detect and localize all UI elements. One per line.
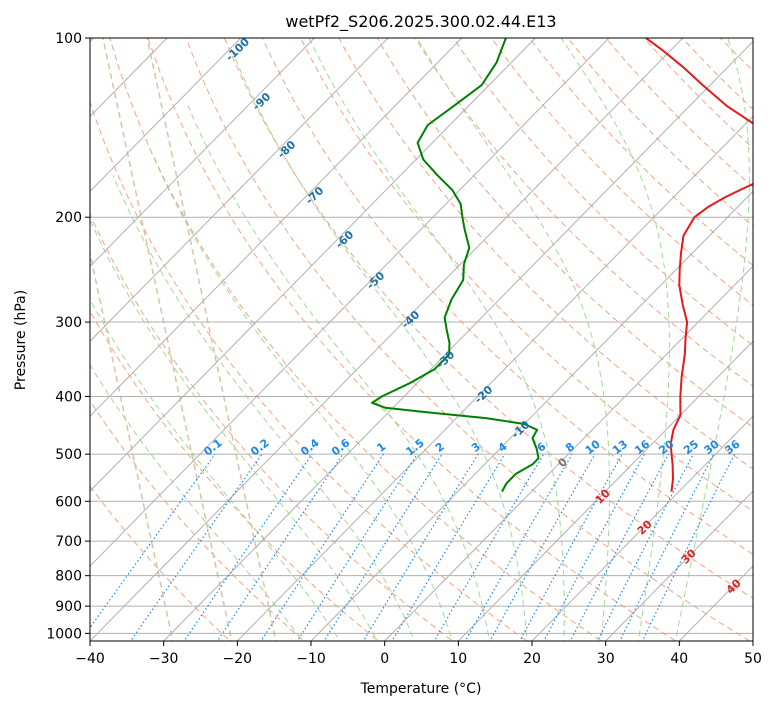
x-tick-label: 50 bbox=[744, 651, 762, 667]
moist-adiabat bbox=[231, 50, 528, 641]
y-tick-label: 200 bbox=[55, 210, 82, 226]
moist-adiabat bbox=[90, 363, 304, 641]
y-tick-label: 400 bbox=[55, 389, 82, 405]
ozone-line bbox=[102, 38, 233, 641]
isotherm-line bbox=[457, 340, 753, 641]
isotherm-line bbox=[531, 415, 753, 641]
dry-adiabat bbox=[185, 38, 751, 641]
skewed-isotherms bbox=[90, 38, 753, 641]
axes: −40 −30 −20 −10 0 10 20 30 40 50 1000 900 800 700 600 5… bbox=[46, 31, 762, 667]
x-tick-label: −40 bbox=[75, 651, 105, 667]
isotherm-line bbox=[604, 490, 753, 641]
moist-adiabat bbox=[90, 218, 378, 641]
isotherm-line bbox=[310, 190, 753, 641]
mixing-ratio-lines bbox=[90, 453, 736, 641]
mixing-ratio-line bbox=[391, 453, 506, 641]
dry-adiabat bbox=[90, 400, 305, 641]
y-tick-label: 900 bbox=[55, 599, 82, 615]
ozone-line bbox=[90, 249, 174, 641]
y-tick-label: 100 bbox=[55, 31, 82, 47]
dry-adiabat bbox=[90, 310, 380, 641]
isotherm-line bbox=[236, 115, 753, 641]
x-tick-label: −30 bbox=[149, 651, 179, 667]
y-tick-label: 1000 bbox=[46, 626, 82, 642]
dry-adiabat bbox=[109, 38, 603, 641]
moist-adiabat bbox=[187, 105, 490, 641]
dry-adiabat bbox=[490, 38, 753, 306]
dry-adiabat bbox=[90, 485, 231, 641]
mixing-ratio-line bbox=[323, 453, 443, 641]
isotherm-line bbox=[90, 38, 242, 193]
moist-adiabat bbox=[560, 38, 670, 641]
mixing-ratio-line bbox=[129, 453, 263, 641]
isotherm-line bbox=[90, 38, 610, 567]
mixing-ratio-line bbox=[543, 453, 645, 641]
mixing-ratio-line bbox=[519, 453, 623, 641]
y-tick-label: 800 bbox=[55, 569, 82, 585]
isotherm-line bbox=[90, 38, 463, 417]
background-lines bbox=[90, 38, 753, 641]
moist-adiabat bbox=[90, 298, 341, 641]
dry-adiabat bbox=[90, 100, 528, 641]
y-axis-label: Pressure (hPa) bbox=[13, 290, 29, 390]
isotherm-line bbox=[162, 40, 753, 641]
x-tick-label: −20 bbox=[223, 651, 253, 667]
mixing-ratio-line bbox=[90, 453, 216, 629]
ozone-line bbox=[146, 38, 277, 641]
mixing-ratio-line bbox=[641, 453, 736, 641]
y-tick-label: 300 bbox=[55, 315, 82, 331]
x-tick-label: −10 bbox=[296, 651, 326, 667]
moist-adiabat bbox=[416, 38, 611, 641]
x-tick-label: 0 bbox=[380, 651, 389, 667]
mixing-ratio-line bbox=[569, 453, 670, 641]
x-axis-label: Temperature (°C) bbox=[360, 681, 482, 697]
plot-frame bbox=[89, 37, 754, 642]
y-tick-label: 600 bbox=[55, 494, 82, 510]
x-tick-label: 30 bbox=[597, 651, 615, 667]
moist-adiabat bbox=[112, 175, 416, 641]
moist-adiabat bbox=[674, 38, 750, 641]
x-tick-label: 40 bbox=[670, 651, 688, 667]
chart-title: wetPf2_S206.2025.300.02.44.E13 bbox=[285, 12, 556, 32]
mixing-ratio-line bbox=[260, 453, 385, 641]
y-tick-label: 500 bbox=[55, 447, 82, 463]
isotherm-line bbox=[90, 38, 389, 342]
x-tick-label: 20 bbox=[523, 651, 541, 667]
isotherm-line bbox=[90, 38, 316, 268]
temperature-line bbox=[645, 38, 753, 492]
isotherm-line bbox=[90, 38, 537, 492]
mixing-ratio-line bbox=[183, 453, 313, 641]
sounding-series bbox=[371, 38, 753, 493]
mixing-ratio-line bbox=[216, 453, 344, 641]
isotherm-line bbox=[383, 265, 753, 641]
dewpoint-line bbox=[371, 38, 540, 493]
isotherm-line bbox=[90, 38, 684, 641]
mixing-ratio-line bbox=[296, 453, 418, 641]
y-tick-label: 700 bbox=[55, 534, 82, 550]
x-tick-label: 10 bbox=[449, 651, 467, 667]
